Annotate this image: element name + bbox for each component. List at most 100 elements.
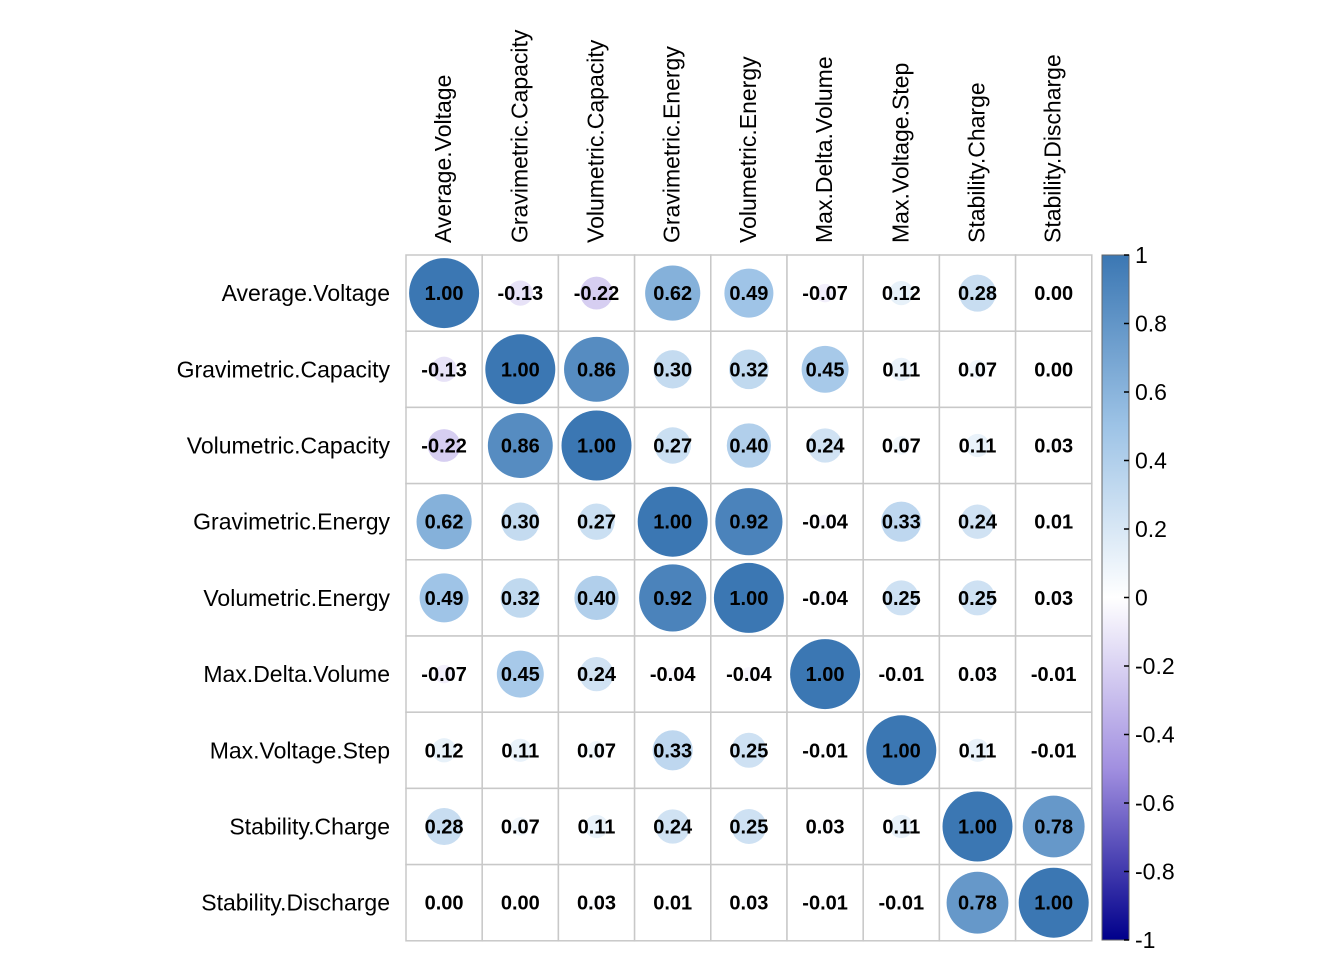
correlation-circle [866, 715, 937, 786]
colorbar: 1 0.8 0.6 0.4 0.2 0 -0.2 -0.4 -0.6 -0.8 -1 [1101, 242, 1175, 953]
value-label: 0.78 [958, 893, 997, 915]
correlation-circle [427, 429, 461, 462]
value-label: 0.24 [806, 436, 846, 458]
correlation-circle [665, 667, 680, 682]
value-label: 0.12 [882, 283, 921, 305]
column-labels: Average.Voltage Gravimetric.Capacity Volum… [430, 29, 1066, 243]
value-label: 0.00 [1034, 359, 1073, 381]
value-label: 0.27 [653, 436, 692, 458]
column-label: Max.Voltage.Step [887, 63, 913, 243]
value-label: 0.32 [501, 588, 540, 610]
correlation-circle [881, 501, 922, 542]
value-label: 0.00 [425, 893, 464, 915]
value-label: 0.24 [653, 817, 693, 839]
value-label: 0.03 [729, 893, 768, 915]
colorbar-tick-label: 0.8 [1135, 311, 1167, 337]
value-label: -0.01 [802, 740, 848, 762]
value-label: -0.13 [498, 283, 544, 305]
correlation-circle [960, 504, 995, 539]
colorbar-tick-label: -0.8 [1135, 859, 1175, 885]
correlation-circle [819, 820, 832, 833]
value-label: 0.32 [729, 359, 768, 381]
value-label: 0.30 [501, 512, 540, 534]
correlation-circle [501, 502, 540, 541]
correlation-circle [726, 423, 772, 468]
correlation-circle [431, 356, 457, 382]
column-label: Volumetric.Energy [735, 56, 761, 243]
value-label: 0.03 [958, 664, 997, 686]
value-label: 0.49 [425, 588, 464, 610]
value-label: 0.62 [425, 512, 464, 534]
colorbar-tick-label: -0.4 [1135, 722, 1175, 748]
value-label: 1.00 [501, 359, 540, 381]
correlation-circle [731, 809, 767, 844]
value-label: 0.86 [501, 436, 540, 458]
correlation-circle [818, 514, 833, 529]
correlation-circle [419, 573, 469, 623]
correlation-circle [889, 280, 914, 306]
value-label: -0.01 [1031, 664, 1077, 686]
correlation-circle [897, 899, 905, 907]
correlation-circle [500, 578, 541, 618]
correlation-circle [742, 896, 755, 909]
correlation-circle [968, 360, 987, 379]
value-label: 0.24 [958, 512, 998, 534]
value-label: 1.00 [577, 436, 616, 458]
colorbar-tick-label: -0.2 [1135, 653, 1175, 679]
correlation-circle [578, 503, 615, 540]
colorbar-tick-label: -1 [1135, 927, 1155, 953]
value-label: -0.13 [421, 359, 467, 381]
correlation-circle [654, 427, 691, 464]
row-labels: Average.Voltage Gravimetric.Capacity Volum… [177, 280, 391, 916]
value-label: 0.27 [577, 512, 616, 534]
value-label: 0.49 [729, 283, 768, 305]
colorbar-tick-label: 0.2 [1135, 516, 1167, 542]
value-label: 1.00 [806, 664, 845, 686]
value-label: 0.03 [806, 817, 845, 839]
correlation-circle [669, 899, 677, 907]
correlation-circle [1047, 439, 1060, 452]
correlation-circle [587, 741, 606, 760]
value-label: 0.92 [729, 512, 768, 534]
value-label: 0.03 [1034, 588, 1073, 610]
correlation-circle [508, 738, 532, 762]
colorbar-tick-label: 1 [1135, 242, 1148, 268]
row-label: Stability.Discharge [201, 890, 390, 916]
correlation-circle [590, 896, 603, 909]
correlation-circle [729, 349, 769, 390]
value-label: 0.00 [1034, 283, 1073, 305]
correlation-circle [584, 814, 609, 839]
correlation-circle [965, 738, 990, 762]
value-label: 0.30 [653, 359, 692, 381]
correlation-circle [731, 732, 767, 768]
value-label: 0.03 [1034, 436, 1073, 458]
correlation-circle [485, 334, 556, 405]
value-label: 1.00 [1034, 893, 1073, 915]
correlation-circle [574, 575, 619, 621]
correlation-circle [790, 639, 861, 710]
value-label: 0.45 [501, 664, 540, 686]
value-label: 0.45 [806, 359, 845, 381]
correlation-circle [807, 428, 843, 463]
value-label: 0.33 [653, 740, 692, 762]
value-label: 0.11 [959, 436, 997, 458]
value-label: -0.04 [802, 588, 848, 610]
correlation-circle [892, 436, 911, 455]
correlation-circle [946, 871, 1009, 934]
correlation-circle [821, 746, 829, 754]
value-label: -0.07 [421, 664, 467, 686]
row-label: Average.Voltage [222, 280, 390, 306]
correlation-circle [431, 738, 457, 763]
row-label: Max.Voltage.Step [210, 737, 390, 763]
value-label: 0.25 [882, 588, 921, 610]
value-label: 0.25 [729, 817, 768, 839]
value-label: -0.01 [1031, 740, 1077, 762]
correlation-circle [561, 410, 632, 481]
correlation-circle [579, 656, 614, 692]
value-label: -0.04 [726, 664, 772, 686]
column-label: Gravimetric.Capacity [506, 29, 532, 243]
correlation-circle [883, 580, 919, 616]
correlation-circle [1047, 591, 1060, 604]
correlation-circle [645, 265, 701, 321]
